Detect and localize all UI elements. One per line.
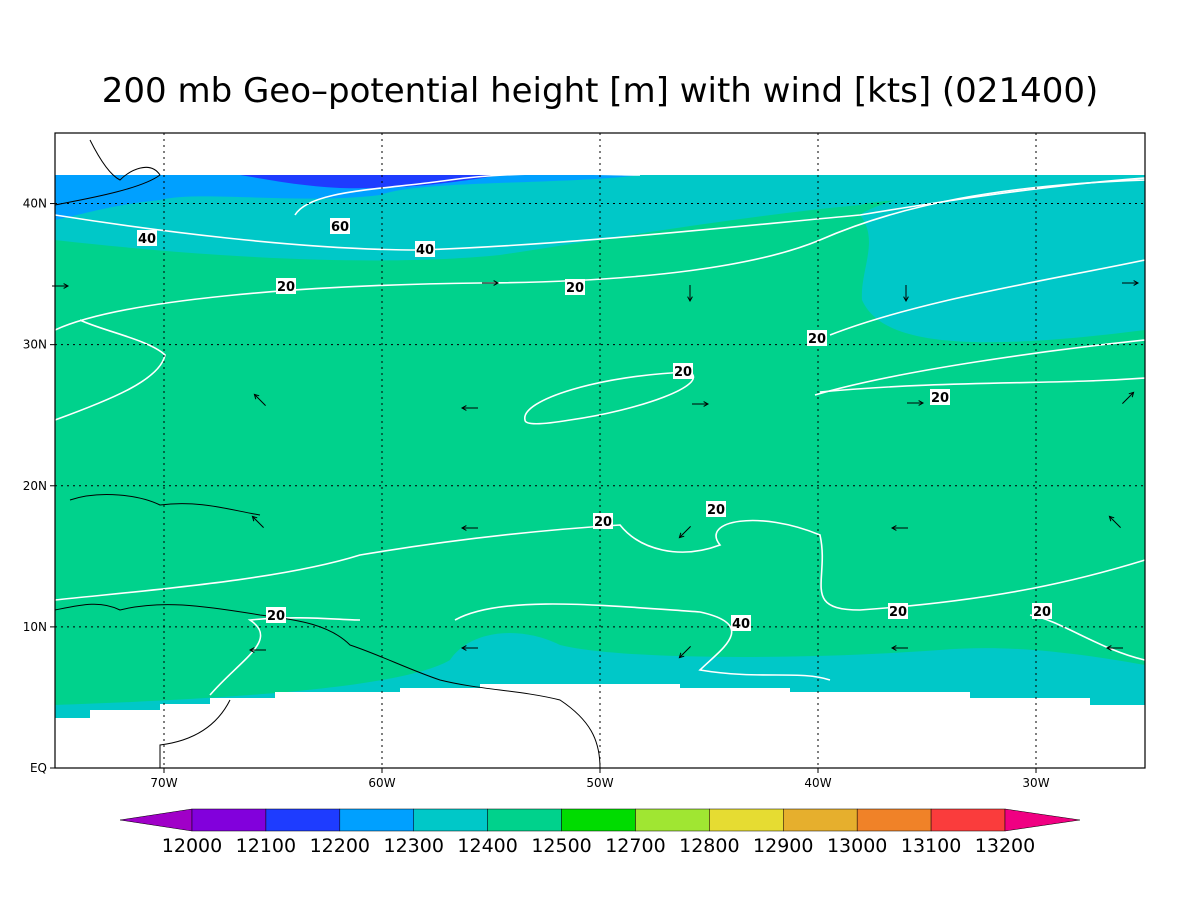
x-tick-label: 40W xyxy=(804,776,831,790)
wind-arrow xyxy=(890,525,908,531)
contour-label: 20 xyxy=(674,365,692,380)
wind-arrow xyxy=(1122,280,1140,286)
map-title: 200 mb Geo–potential height [m] with win… xyxy=(102,71,1099,111)
contours xyxy=(55,172,1145,696)
contour-label-box xyxy=(706,501,726,517)
colorbar-label: 13000 xyxy=(827,835,887,857)
contour-label-box xyxy=(731,615,751,631)
wind-arrow xyxy=(903,285,909,303)
colorbar-label: 12300 xyxy=(384,835,444,857)
colorbar-box xyxy=(930,808,1006,832)
wind-arrow xyxy=(678,526,691,539)
wind-arrow xyxy=(460,645,478,651)
contour-label: 20 xyxy=(277,280,295,295)
colorbar-box xyxy=(561,808,636,832)
colorbar-box xyxy=(413,808,488,832)
contour-label-box xyxy=(807,330,827,346)
contour-label: 20 xyxy=(1033,605,1051,620)
contour-label: 40 xyxy=(732,617,750,632)
coastlines xyxy=(55,139,601,768)
contour-label: 20 xyxy=(267,609,285,624)
colorbar: 12000 12100 12200 12300 12400 12500 12700 12800… xyxy=(119,808,1081,857)
colorbar-label: 12400 xyxy=(457,835,517,857)
wind-arrow xyxy=(692,401,710,407)
colorbar-box xyxy=(709,808,784,832)
contour-label: 20 xyxy=(566,281,584,296)
colorbar-label: 12900 xyxy=(753,835,813,857)
contour-label-box xyxy=(1032,603,1052,619)
colorbar-triangle xyxy=(1004,808,1081,832)
contour-label-box xyxy=(266,607,286,623)
colorbar-box xyxy=(265,808,341,832)
wind-arrow xyxy=(460,405,478,411)
field-fill xyxy=(55,684,1145,768)
colorbar-box xyxy=(487,808,562,832)
contour-label: 40 xyxy=(138,232,156,247)
wind-arrow xyxy=(1105,645,1123,651)
contour-label-box xyxy=(673,363,693,379)
contour-label: 60 xyxy=(331,220,349,235)
wind-arrow xyxy=(253,393,266,406)
wind-arrow xyxy=(678,646,691,659)
y-tick-label: 20N xyxy=(23,479,47,493)
contour-label-box xyxy=(930,389,950,405)
x-tick-label: 30W xyxy=(1022,776,1049,790)
colorbar-label: 13100 xyxy=(901,835,961,857)
colorbar-box xyxy=(339,808,414,832)
contour-label: 20 xyxy=(707,503,725,518)
shaded-field xyxy=(55,139,1145,768)
wind-arrow xyxy=(1108,515,1121,528)
wind-arrow xyxy=(687,285,693,303)
y-tick-label: 40N xyxy=(23,197,47,211)
contour-label-box xyxy=(276,278,296,294)
wind-arrow xyxy=(460,525,478,531)
contour-label: 20 xyxy=(931,391,949,406)
colorbar-label: 12800 xyxy=(679,835,739,857)
colorbar-label: 12700 xyxy=(605,835,665,857)
colorbar-box xyxy=(191,808,267,832)
contour-label-box xyxy=(137,230,157,246)
contour-label-box xyxy=(888,603,908,619)
colorbar-label: 12500 xyxy=(531,835,591,857)
colorbar-box xyxy=(856,808,932,832)
wind-arrow xyxy=(251,515,264,528)
colorbar-box xyxy=(635,808,710,832)
contour-label-box xyxy=(330,218,350,234)
field-fill xyxy=(860,175,1145,343)
y-tick-label: 30N xyxy=(23,338,47,352)
colorbar-label: 12200 xyxy=(310,835,370,857)
y-tick-label: 10N xyxy=(23,620,47,634)
contour-label: 20 xyxy=(594,515,612,530)
field-fill xyxy=(55,175,640,220)
colorbar-triangle xyxy=(119,808,193,832)
field-fill xyxy=(240,175,500,189)
contour-label-box xyxy=(415,241,435,257)
wind-arrow xyxy=(907,400,925,406)
wind-arrow xyxy=(482,280,500,286)
wind-arrow xyxy=(1122,391,1135,404)
colorbar-box xyxy=(783,808,858,832)
contour-label: 40 xyxy=(416,243,434,258)
axis-ticks: 70W 60W 50W 40W 30W EQ 10N 20N 30N 40N xyxy=(23,197,1050,790)
colorbar-label: 13200 xyxy=(975,835,1035,857)
x-tick-label: 70W xyxy=(150,776,177,790)
contour-label-box xyxy=(593,513,613,529)
contour-labels: 40 60 40 20 20 20 20 20 20 20 20 40 20 20 xyxy=(137,218,1052,632)
x-tick-label: 60W xyxy=(368,776,395,790)
contour-label: 20 xyxy=(808,332,826,347)
wind-arrow xyxy=(890,645,908,651)
y-tick-label: EQ xyxy=(30,761,47,775)
wind-arrow xyxy=(248,647,266,653)
x-tick-label: 50W xyxy=(586,776,613,790)
colorbar-label: 12100 xyxy=(236,835,296,857)
contour-label: 20 xyxy=(889,605,907,620)
colorbar-label: 12000 xyxy=(162,835,222,857)
contour-label-box xyxy=(565,279,585,295)
